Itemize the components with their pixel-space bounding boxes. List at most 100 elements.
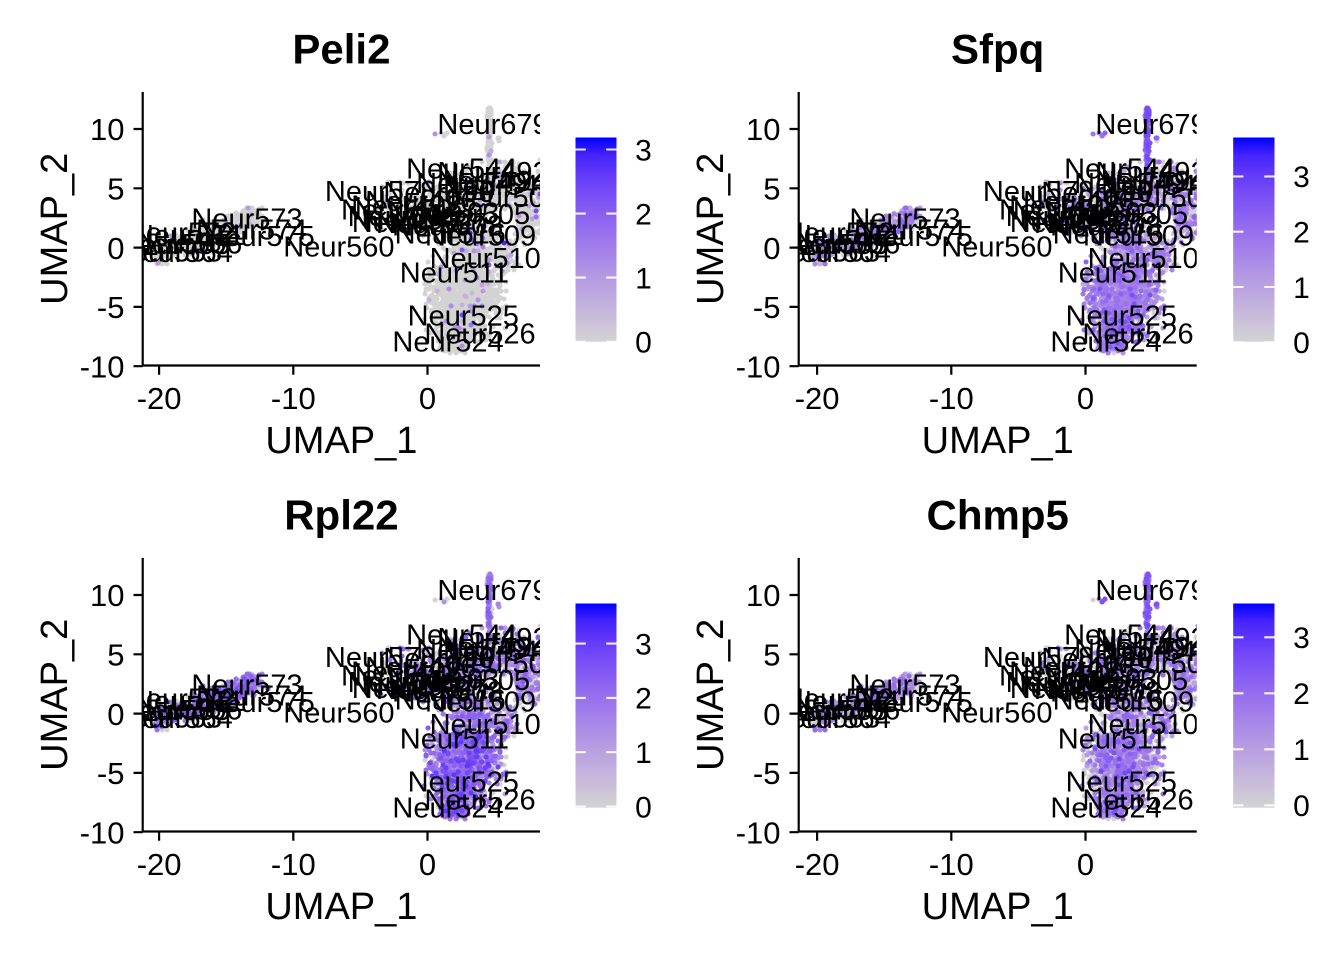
svg-text:Neur679: Neur679 xyxy=(1095,575,1206,607)
svg-text:Neur494: Neur494 xyxy=(437,166,548,198)
svg-text:Neur573: Neur573 xyxy=(849,203,960,235)
svg-text:10: 10 xyxy=(90,112,124,147)
svg-text:0: 0 xyxy=(763,697,780,732)
svg-text:Neur574: Neur574 xyxy=(854,215,965,247)
svg-text:Neur525: Neur525 xyxy=(1066,301,1177,333)
svg-text:Neur501: Neur501 xyxy=(348,201,459,233)
svg-text:Neur494: Neur494 xyxy=(437,632,548,664)
svg-text:Neur516: Neur516 xyxy=(395,219,506,251)
svg-text:-10: -10 xyxy=(929,847,974,882)
svg-text:Neur496: Neur496 xyxy=(1023,186,1134,218)
svg-text:UMAP_1: UMAP_1 xyxy=(265,886,417,928)
svg-text:0: 0 xyxy=(107,697,124,732)
svg-text:-10: -10 xyxy=(80,349,125,384)
svg-text:0: 0 xyxy=(107,231,124,266)
svg-text:Neur546: Neur546 xyxy=(1101,636,1212,668)
svg-text:Neur510: Neur510 xyxy=(430,243,541,275)
svg-text:UMAP_2: UMAP_2 xyxy=(690,619,732,771)
svg-text:Neur571: Neur571 xyxy=(791,220,902,252)
svg-text:Neur511: Neur511 xyxy=(400,257,509,289)
svg-text:Neur549: Neur549 xyxy=(1074,168,1185,200)
svg-text:3: 3 xyxy=(1293,622,1310,655)
svg-text:Neur498: Neur498 xyxy=(1009,657,1120,689)
svg-text:Neur502: Neur502 xyxy=(364,205,475,237)
svg-text:3: 3 xyxy=(635,628,652,661)
svg-text:Neur505: Neur505 xyxy=(1077,199,1188,231)
svg-text:Neur500: Neur500 xyxy=(999,661,1110,693)
svg-text:Neur526: Neur526 xyxy=(1082,318,1193,350)
svg-text:Neur565: Neur565 xyxy=(777,695,888,727)
svg-text:Neur549: Neur549 xyxy=(416,634,527,666)
svg-text:-5: -5 xyxy=(97,756,125,791)
svg-text:1: 1 xyxy=(635,262,652,295)
svg-text:Neur564: Neur564 xyxy=(122,703,233,735)
svg-text:Neur506: Neur506 xyxy=(1108,648,1219,680)
svg-text:Neur501: Neur501 xyxy=(348,667,459,699)
svg-text:Neur492: Neur492 xyxy=(1095,157,1206,189)
svg-text:Neur571: Neur571 xyxy=(133,686,244,718)
svg-text:Neur508: Neur508 xyxy=(392,211,503,243)
svg-text:Neur566: Neur566 xyxy=(131,694,242,726)
svg-text:Neur571: Neur571 xyxy=(791,686,902,718)
svg-text:Neur564: Neur564 xyxy=(122,237,233,269)
svg-text:Neur510: Neur510 xyxy=(1088,709,1199,741)
svg-text:Neur503: Neur503 xyxy=(1046,197,1157,229)
svg-text:Neur497: Neur497 xyxy=(1010,673,1121,705)
svg-text:Sfpq: Sfpq xyxy=(951,26,1044,73)
svg-text:-10: -10 xyxy=(929,381,974,416)
svg-text:Neur497: Neur497 xyxy=(352,673,463,705)
svg-text:Neur510: Neur510 xyxy=(430,709,541,741)
svg-text:Neur497: Neur497 xyxy=(1010,207,1121,239)
svg-text:Neur679: Neur679 xyxy=(437,575,548,607)
svg-text:Neur490: Neur490 xyxy=(1041,643,1152,675)
svg-text:Neur563: Neur563 xyxy=(111,236,222,268)
svg-text:UMAP_2: UMAP_2 xyxy=(34,619,76,771)
svg-text:Neur560: Neur560 xyxy=(941,697,1052,729)
svg-text:Neur508: Neur508 xyxy=(392,677,503,709)
svg-text:Neur516: Neur516 xyxy=(1053,685,1164,717)
svg-text:Neur679: Neur679 xyxy=(437,109,548,141)
svg-text:Neur526: Neur526 xyxy=(424,318,535,350)
svg-text:Neur492: Neur492 xyxy=(1095,623,1206,655)
svg-text:Neur560: Neur560 xyxy=(283,231,394,263)
svg-text:-10: -10 xyxy=(736,349,781,384)
svg-text:Neur578: Neur578 xyxy=(325,642,436,674)
svg-text:Neur575: Neur575 xyxy=(203,221,314,253)
svg-text:Neur574: Neur574 xyxy=(854,681,965,713)
svg-text:Neur511: Neur511 xyxy=(400,723,509,755)
svg-text:Neur565: Neur565 xyxy=(777,229,888,261)
svg-text:Neur564: Neur564 xyxy=(780,237,891,269)
svg-text:Neur560: Neur560 xyxy=(283,697,394,729)
svg-text:-5: -5 xyxy=(97,290,125,325)
svg-text:Neur506: Neur506 xyxy=(1108,182,1219,214)
svg-text:Neur494: Neur494 xyxy=(1095,632,1206,664)
svg-text:-10: -10 xyxy=(80,815,125,850)
svg-text:Neur679: Neur679 xyxy=(1095,109,1206,141)
svg-text:0: 0 xyxy=(1293,327,1310,360)
svg-text:2: 2 xyxy=(1293,678,1310,711)
svg-text:Neur490: Neur490 xyxy=(383,643,494,675)
svg-text:Neur524: Neur524 xyxy=(1050,327,1161,359)
svg-text:2: 2 xyxy=(635,683,652,716)
svg-text:Neur492: Neur492 xyxy=(437,623,548,655)
svg-text:Neur524: Neur524 xyxy=(392,793,503,825)
svg-text:Neur544: Neur544 xyxy=(406,619,517,651)
svg-text:Neur563: Neur563 xyxy=(769,236,880,268)
svg-text:Neur573: Neur573 xyxy=(849,669,960,701)
svg-text:-10: -10 xyxy=(736,815,781,850)
svg-text:Neur575: Neur575 xyxy=(861,687,972,719)
svg-text:Neur490: Neur490 xyxy=(1041,177,1152,209)
svg-text:Neur572: Neur572 xyxy=(783,218,894,250)
svg-text:Neur524: Neur524 xyxy=(1050,793,1161,825)
svg-text:Neur507: Neur507 xyxy=(376,208,487,240)
svg-text:Neur502: Neur502 xyxy=(1022,205,1133,237)
svg-text:Neur544: Neur544 xyxy=(1064,153,1175,185)
svg-text:-5: -5 xyxy=(753,756,781,791)
svg-text:Neur508: Neur508 xyxy=(1050,677,1161,709)
svg-text:-20: -20 xyxy=(795,847,840,882)
svg-text:Neur505: Neur505 xyxy=(419,665,530,697)
svg-text:Neur516: Neur516 xyxy=(1053,219,1164,251)
svg-text:Neur508: Neur508 xyxy=(1050,211,1161,243)
svg-text:0: 0 xyxy=(763,231,780,266)
svg-text:Neur505: Neur505 xyxy=(1077,665,1188,697)
